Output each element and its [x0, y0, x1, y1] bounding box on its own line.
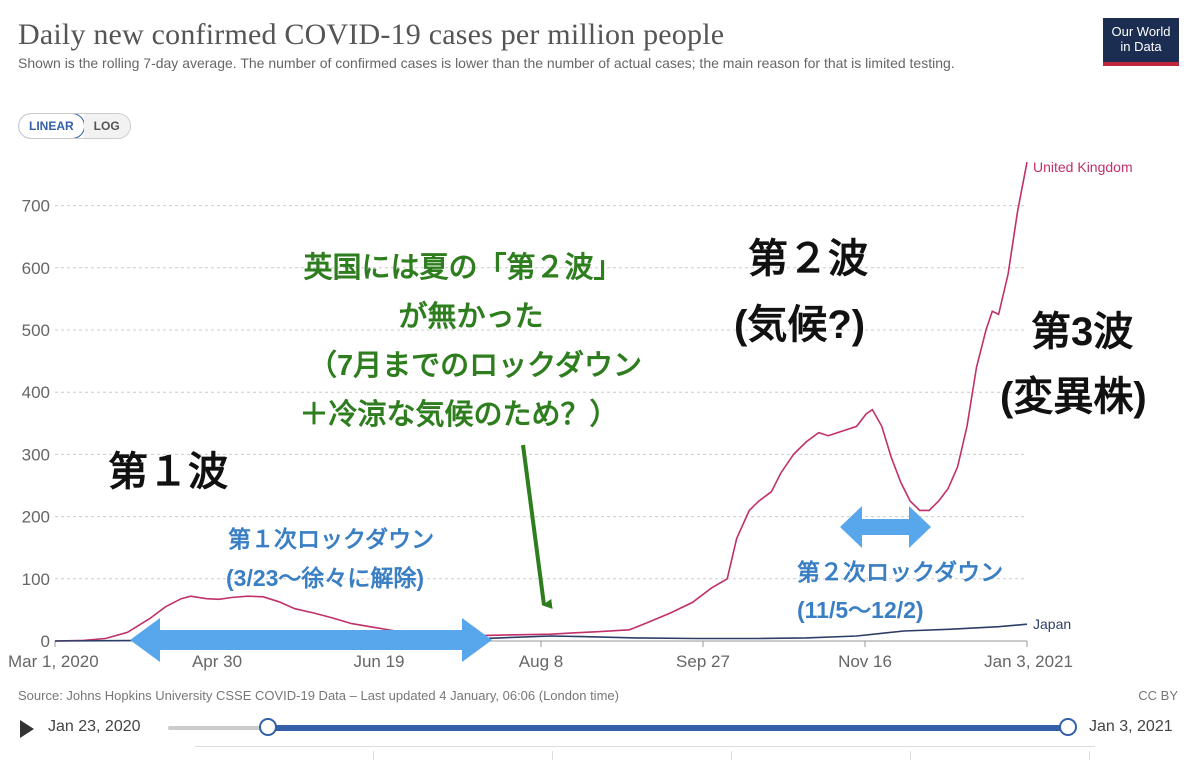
license-link[interactable]: CC BY [1138, 688, 1178, 703]
lockdown2-annotation: 第２次ロックダウン (11/5〜12/2) [797, 559, 1003, 623]
y-tick-label: 100 [22, 570, 50, 589]
timeline-start-date: Jan 23, 2020 [48, 718, 141, 735]
lockdown1-double-arrow [130, 618, 492, 662]
x-axis-ticks: Mar 1, 2020 Apr 30 Jun 19 Aug 8 Sep 27 Nov 16… [8, 641, 1073, 671]
summer-line-3: （7月までのロックダウン [308, 348, 642, 382]
series-line-united-kingdom [54, 161, 1028, 642]
log-scale-button[interactable]: LOG [83, 114, 130, 138]
lockdown2-line-2: (11/5〜12/2) [797, 597, 924, 623]
x-tick-label: Aug 8 [519, 652, 563, 671]
wave3-sublabel: (変異株) [1000, 374, 1147, 419]
summer-line-2: が無かった [398, 299, 543, 333]
line-chart: 0 100 200 300 400 500 600 700 Mar 1, 2020 Apr 30… [8, 159, 1147, 671]
series-label-united-kingdom: United Kingdom [1033, 159, 1133, 175]
y-tick-label: 200 [22, 508, 50, 527]
summer-line-1: 英国には夏の「第２波」 [303, 250, 622, 284]
timeline: Jan 23, 2020 Jan 3, 2021 [0, 712, 1200, 760]
series-label-japan: Japan [1033, 616, 1071, 632]
x-tick-label: Mar 1, 2020 [8, 652, 99, 671]
lockdown1-line-2: (3/23〜徐々に解除) [226, 565, 424, 591]
y-axis-ticks: 0 100 200 300 400 500 600 700 [22, 197, 50, 651]
wave2-label: 第２波 [748, 237, 868, 281]
timeline-end-date: Jan 3, 2021 [1089, 718, 1173, 735]
x-tick-label: Jun 19 [353, 652, 404, 671]
timeline-start-handle[interactable] [259, 718, 277, 736]
y-tick-label: 700 [22, 197, 50, 216]
x-tick-label: Jan 3, 2021 [984, 652, 1073, 671]
lockdown2-double-arrow [840, 506, 931, 548]
play-icon[interactable] [20, 720, 34, 738]
x-tick-label: Sep 27 [676, 652, 730, 671]
lockdown1-line-1: 第１次ロックダウン [228, 526, 434, 552]
chart-subtitle: Shown is the rolling 7-day average. The … [18, 55, 955, 71]
scale-toggle[interactable]: LINEAR LOG [18, 113, 131, 139]
chart-title: Daily new confirmed COVID-19 cases per m… [18, 18, 725, 51]
wave2-sublabel: (気候?) [734, 303, 865, 347]
y-tick-label: 500 [22, 321, 50, 340]
lockdown2-line-1: 第２次ロックダウン [797, 559, 1003, 585]
y-tick-label: 0 [41, 632, 50, 651]
wave1-label: 第１波 [108, 450, 228, 494]
summer-pointer-arrow [521, 444, 553, 609]
y-tick-label: 600 [22, 259, 50, 278]
series-labels: United Kingdom Japan [1033, 159, 1133, 632]
linear-scale-button[interactable]: LINEAR [18, 114, 85, 138]
lockdown1-annotation: 第１次ロックダウン (3/23〜徐々に解除) [226, 526, 434, 591]
grid-lines [55, 205, 1027, 642]
logo-line-2: in Data [1120, 39, 1162, 54]
timeline-selected-range [268, 725, 1068, 731]
owid-logo[interactable]: Our World in Data [1103, 18, 1179, 66]
source-note[interactable]: Source: Johns Hopkins University CSSE CO… [18, 688, 619, 703]
summer-annotation: 英国には夏の「第２波」 が無かった （7月までのロックダウン ＋冷涼な気候のため… [299, 250, 642, 431]
x-tick-label: Apr 30 [192, 652, 242, 671]
logo-line-1: Our World [1111, 24, 1171, 39]
summer-line-4: ＋冷涼な気候のため？） [299, 398, 618, 431]
x-tick-label: Nov 16 [838, 652, 892, 671]
wave3-label: 第3波 [1031, 310, 1133, 354]
y-tick-label: 300 [22, 445, 50, 464]
timeline-end-handle[interactable] [1059, 718, 1077, 736]
y-tick-label: 400 [22, 383, 50, 402]
